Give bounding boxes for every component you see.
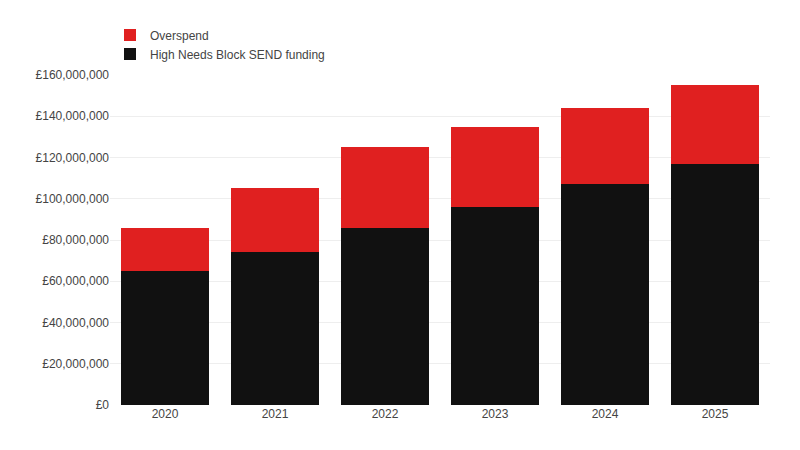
svg-text:£140,000,000: £140,000,000 — [36, 109, 110, 123]
svg-text:2022: 2022 — [372, 407, 399, 421]
svg-text:£80,000,000: £80,000,000 — [42, 233, 109, 247]
svg-text:£0: £0 — [96, 398, 110, 412]
svg-text:2020: 2020 — [152, 407, 179, 421]
svg-text:£60,000,000: £60,000,000 — [42, 274, 109, 288]
svg-text:2021: 2021 — [262, 407, 289, 421]
svg-text:Overspend: Overspend — [150, 29, 209, 43]
svg-text:High Needs Block SEND funding: High Needs Block SEND funding — [150, 48, 325, 62]
svg-text:2023: 2023 — [482, 407, 509, 421]
svg-text:2024: 2024 — [592, 407, 619, 421]
svg-text:£40,000,000: £40,000,000 — [42, 316, 109, 330]
svg-text:2025: 2025 — [702, 407, 729, 421]
svg-text:£20,000,000: £20,000,000 — [42, 357, 109, 371]
svg-text:£100,000,000: £100,000,000 — [36, 192, 110, 206]
svg-text:£120,000,000: £120,000,000 — [36, 151, 110, 165]
svg-text:£160,000,000: £160,000,000 — [36, 68, 110, 82]
